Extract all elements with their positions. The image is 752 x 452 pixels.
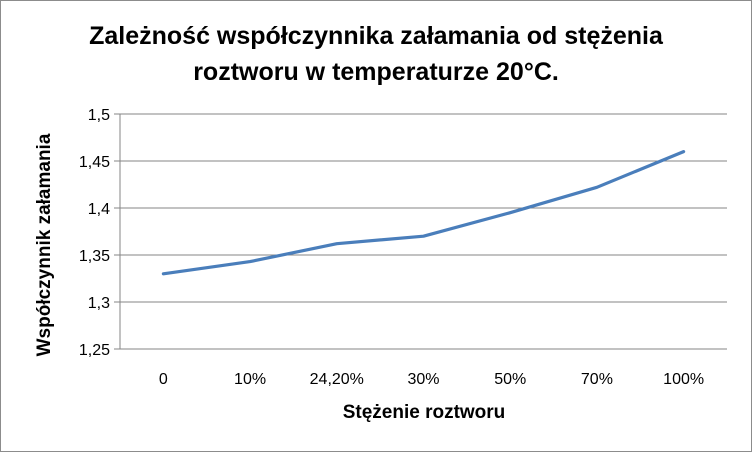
y-tick-label: 1,4 [88, 201, 110, 218]
x-tick-label: 30% [407, 371, 439, 388]
y-tick-label: 1,3 [88, 295, 110, 312]
y-tick-label: 1,25 [79, 342, 110, 359]
chart-title-line-2: roztworu w temperaturze 20°C. [193, 58, 559, 86]
y-tick-label: 1,5 [88, 107, 110, 124]
y-axis-title: Współczynnik załamania [34, 133, 55, 356]
chart-title: Zależność współczynnika załamania od stę… [0, 18, 752, 90]
x-axis-title: Stężenie roztworu [343, 402, 506, 423]
series-line [161, 150, 686, 276]
y-tick-labels: 1,25 1,3 1,35 1,4 1,45 1,5 [79, 107, 110, 359]
series-group [161, 150, 686, 276]
x-tick-label: 10% [234, 371, 266, 388]
chart-title-line-1: Zależność współczynnika załamania od stę… [89, 22, 663, 50]
x-tick-label: 0 [159, 371, 168, 388]
gridlines [114, 113, 727, 350]
y-tick-label: 1,45 [79, 154, 110, 171]
x-tick-labels: 0 10% 24,20% 30% 50% 70% 100% [159, 371, 704, 388]
x-tick-label: 70% [581, 371, 613, 388]
x-tick-label: 50% [494, 371, 526, 388]
y-tick-label: 1,35 [79, 248, 110, 265]
x-tick-label: 100% [663, 371, 704, 388]
x-tick-label: 24,20% [310, 371, 364, 388]
